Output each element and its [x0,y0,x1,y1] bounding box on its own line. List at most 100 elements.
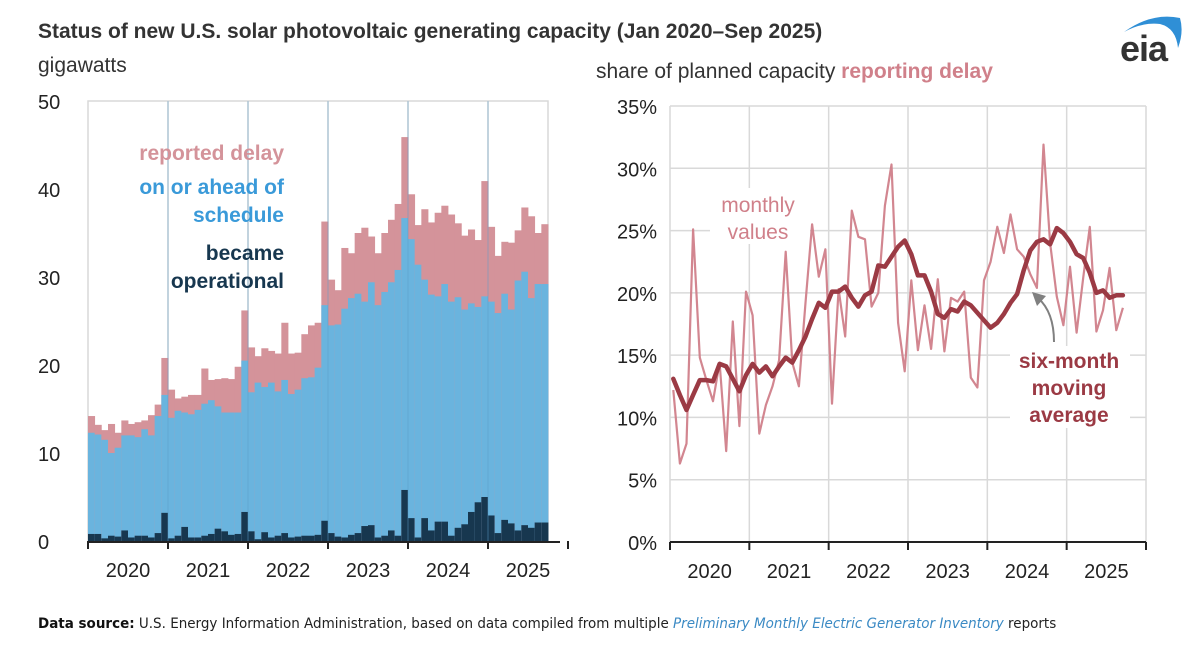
bar-became-operational [421,518,429,541]
bar-became-operational [241,511,249,541]
bar-on-schedule [394,269,402,541]
bar-became-operational [181,526,189,541]
right-chart-unit-label: share of planned capacity reporting dela… [596,60,993,84]
bar-became-operational [468,511,476,541]
bar-on-schedule [234,412,242,541]
right-x-tick-label: 2020 [687,561,732,583]
bar-on-schedule [361,301,369,541]
bar-on-schedule [314,367,322,541]
monthly-values-annotation: monthly [721,194,795,217]
bar-on-schedule [328,325,336,541]
bar-on-schedule [354,293,362,541]
bar-on-schedule [274,391,282,541]
bar-became-operational [494,533,502,541]
bar-became-operational [321,520,329,541]
bar-became-operational [248,531,256,541]
bar-became-operational [254,539,262,541]
bar-on-schedule [534,284,542,541]
bar-became-operational [201,535,209,541]
bar-became-operational [161,512,169,541]
right-unit-prefix: share of planned capacity [596,60,842,83]
bar-on-schedule [221,412,229,541]
bar-on-schedule [514,280,522,541]
bar-on-schedule [148,435,156,541]
bar-on-schedule [388,282,396,541]
footer-text-before: U.S. Energy Information Administration, … [134,616,674,632]
left-y-tick-label: 30 [38,268,60,290]
bar-became-operational [361,526,369,541]
right-y-tick-label: 0% [628,533,657,555]
bar-became-operational [294,536,302,541]
bar-on-schedule [508,309,516,541]
bar-on-schedule [228,412,236,541]
bar-became-operational [108,535,116,541]
charts-canvas: 2020 2021 2022 2023 2024 2025 0 10 20 30 40 50 repor… [38,92,1147,583]
bar-on-schedule [94,434,102,541]
bar-became-operational [408,518,416,541]
bar-became-operational [541,522,549,541]
left-y-tick-label: 10 [38,444,60,466]
bar-on-schedule [174,410,182,541]
bar-on-schedule [321,305,329,541]
left-y-tick-label: 0 [38,532,49,554]
left-x-tick-label: 2022 [266,560,311,582]
bar-became-operational [261,532,269,541]
bar-became-operational [454,527,462,541]
bar-on-schedule [88,432,96,541]
bar-became-operational [228,534,236,541]
left-x-tick-label: 2025 [506,560,551,582]
footer-label: Data source: [38,616,135,632]
bar-became-operational [314,534,322,541]
legend-reported-delay: reported delay [139,142,284,165]
moving-average-annotation: average [1029,404,1108,427]
bar-on-schedule [448,301,456,541]
right-y-tick-label: 25% [617,222,657,244]
bar-on-schedule [421,279,429,541]
monthly-values-label-bg [710,188,810,244]
right-x-tick-label: 2025 [1084,561,1129,583]
bar-on-schedule [201,403,209,541]
bar-became-operational [101,538,109,541]
bar-became-operational [114,536,122,541]
bar-on-schedule [521,271,529,541]
bar-on-schedule [381,291,389,541]
bar-on-schedule [168,417,176,541]
left-x-tick-label: 2021 [186,560,231,582]
bar-on-schedule [161,394,169,541]
bar-became-operational [221,531,229,541]
bar-on-schedule [341,308,349,541]
bar-on-schedule [401,218,409,542]
bar-became-operational [148,537,156,541]
footer-text-after: reports [1003,616,1057,632]
eia-logo-swoosh-icon [1124,16,1182,48]
bar-on-schedule [454,297,462,541]
bar-became-operational [188,537,196,541]
bar-became-operational [388,530,396,541]
bar-became-operational [348,534,356,541]
right-y-tick-label: 15% [617,346,657,368]
right-x-tick-label: 2024 [1005,561,1050,583]
eia-logo: eia [1114,10,1186,70]
legend-became-operational: became [206,242,284,265]
bar-on-schedule [301,378,309,541]
bar-on-schedule [414,264,422,541]
bar-became-operational [508,523,516,541]
footer-report-link[interactable]: Preliminary Monthly Electric Generator I… [673,616,1004,632]
right-x-tick-label: 2021 [767,561,812,583]
right-y-tick-label: 20% [617,284,657,306]
bar-on-schedule [541,284,549,541]
right-x-tick-label: 2023 [925,561,970,583]
bar-became-operational [501,519,509,541]
bar-on-schedule [428,294,436,541]
bar-on-schedule [114,447,122,541]
bar-became-operational [308,535,316,541]
data-source-footer: Data source: U.S. Energy Information Adm… [38,616,1056,632]
bar-became-operational [168,538,176,541]
bar-on-schedule [254,382,262,541]
bar-became-operational [381,535,389,541]
bar-became-operational [414,537,422,541]
bar-on-schedule [101,439,109,541]
bar-on-schedule [468,303,476,541]
bar-became-operational [154,533,162,541]
bar-on-schedule [154,416,162,541]
